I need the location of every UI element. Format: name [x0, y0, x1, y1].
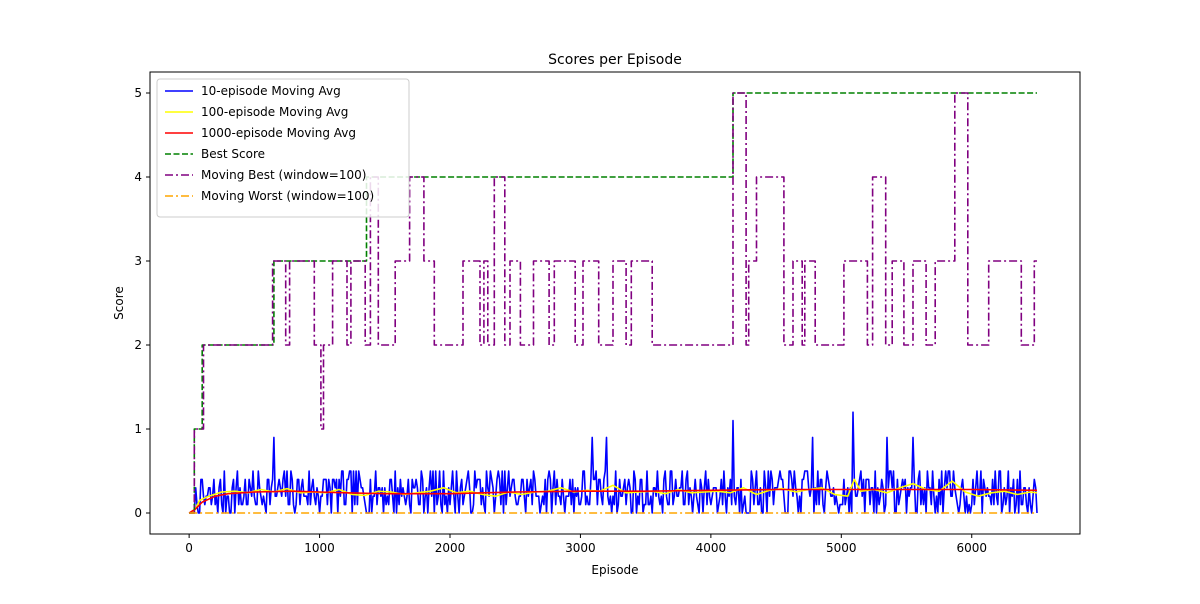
- legend-label: Moving Worst (window=100): [201, 189, 374, 203]
- plot-frame: [149, 71, 1081, 535]
- x-axis-label: Episode: [591, 563, 638, 577]
- legend-label: Moving Best (window=100): [201, 168, 366, 182]
- x-tick-label: 4000: [696, 541, 727, 555]
- y-tick-label: 5: [134, 86, 142, 100]
- legend-label: 10-episode Moving Avg: [201, 84, 341, 98]
- series-line-1000-episode-moving-avg: [188, 488, 1038, 514]
- y-tick-label: 4: [134, 170, 142, 184]
- x-tick-label: 1000: [304, 541, 335, 555]
- legend-label: 1000-episode Moving Avg: [201, 126, 356, 140]
- x-tick-label: 6000: [956, 541, 987, 555]
- x-axis-ticks: 0 1000 2000 3000 4000 5000 6000: [185, 534, 987, 555]
- y-axis-ticks: 0 1 2 3 4 5: [134, 86, 150, 520]
- y-axis-label: Score: [112, 286, 126, 320]
- legend-box: [156, 78, 410, 218]
- chart-title: Scores per Episode: [548, 52, 682, 68]
- series-line-moving-best-window-100: [189, 92, 1037, 514]
- legend-label: 100-episode Moving Avg: [201, 105, 348, 119]
- x-tick-label: 0: [185, 541, 193, 555]
- y-tick-label: 2: [134, 338, 142, 352]
- x-tick-label: 3000: [565, 541, 596, 555]
- series-layer: [188, 92, 1038, 514]
- x-tick-label: 5000: [826, 541, 857, 555]
- x-tick-label: 2000: [435, 541, 466, 555]
- y-tick-label: 3: [134, 254, 142, 268]
- y-tick-label: 1: [134, 422, 142, 436]
- legend: 10-episode Moving Avg 100-episode Moving …: [156, 78, 410, 218]
- y-tick-label: 0: [134, 506, 142, 520]
- legend-label: Best Score: [201, 147, 265, 161]
